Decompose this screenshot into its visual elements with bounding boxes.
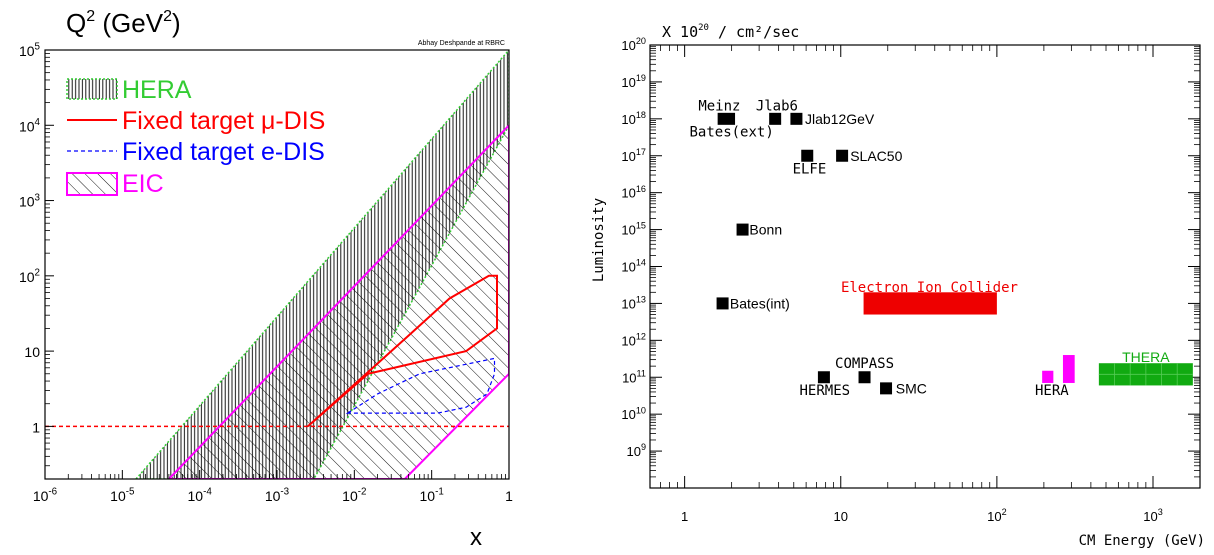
right-y-tick-label: 1010 [621,405,646,422]
band-hera-2 [1062,355,1075,383]
band-hera-1 [1042,370,1054,383]
point-label-jlab6: Jlab6 [756,98,798,114]
left-y-tick-label: 103 [19,192,41,209]
data-point-marker [817,371,830,384]
left-y-tick-label: 1 [32,419,40,435]
band-electron-ion-collider [863,292,997,315]
left-series-layer [135,50,509,479]
right-y-tick-label: 1020 [621,36,646,53]
right-x-tick-label: 102 [987,507,1007,524]
legend-label-mu-dis: Fixed target μ-DIS [122,107,325,135]
left-x-tick-label: 10-2 [342,487,366,504]
left-y-tick-label: 102 [19,268,40,285]
right-chart-luminosity: 1 10 102 103 109 1010 1011 1012 1013 1014 1015 1016… [591,23,1205,549]
left-x-tick-label: 10-6 [33,487,58,504]
point-label-thera: THERA [1122,349,1170,365]
point-label-bates-int: Bates(int) [730,295,790,311]
data-point-marker [790,112,803,125]
left-credit-label: Abhay Deshpande at RBRC [418,40,505,47]
left-chart-kinematic-coverage: 10-6 10-5 10-4 10-3 10-2 10-1 1 1 10 102 103 104 105… [19,8,513,551]
right-y-tick-label: 1013 [621,295,646,312]
point-label-meinz: Meinz [698,98,740,114]
left-x-tick-label: 1 [505,488,513,504]
data-point-marker [801,149,814,162]
left-y-tick-label: 104 [19,117,41,134]
left-x-tick-label: 10-5 [110,487,135,504]
left-chart-title: Q2 (GeV2) [66,8,181,38]
right-point-layer [716,112,893,395]
legend-label-e-dis: Fixed target e-DIS [122,138,325,166]
series-eic-region [167,123,509,479]
point-label-bonn: Bonn [749,222,782,238]
left-tick-layer: 10-6 10-5 10-4 10-3 10-2 10-1 1 1 10 102 103 104 105 [19,42,513,504]
point-label-bates-ext: Bates(ext) [689,125,773,141]
legend-entry-eic: EIC [66,170,164,198]
right-x-tick-label: 10 [834,509,848,524]
left-legend: HERA Fixed target μ-DIS Fixed target e-D… [66,76,325,198]
right-y-tick-label: 1016 [621,184,646,201]
point-label-electron-ion-collider: Electron Ion Collider [841,280,1018,296]
legend-label-hera: HERA [122,76,192,104]
right-y-tick-label: 1018 [621,110,646,127]
point-label-hermes: HERMES [799,383,850,399]
data-point-marker [736,223,749,236]
left-x-tick-label: 10-1 [420,487,444,504]
right-point-label-layer: Meinz Jlab6 Jlab12GeV Bates(ext) SLAC50 ELFE B… [689,98,1170,399]
right-band-layer [863,292,1193,386]
series-hera-region [135,50,509,479]
point-label-jlab12gev: Jlab12GeV [805,111,875,127]
right-y-tick-label: 1017 [621,147,646,164]
data-point-marker [880,382,893,395]
right-y-tick-label: 1019 [621,73,646,90]
right-y-tick-label: 1015 [621,221,646,238]
right-x-tick-label: 1 [681,509,688,524]
legend-entry-mu-dis: Fixed target μ-DIS [67,107,325,135]
right-y-tick-label: 109 [626,442,646,459]
series-fixed-target-dis-region [307,274,498,428]
right-xlabel: CM Energy (GeV) [1079,533,1205,549]
legend-entry-hera: HERA [66,76,192,104]
left-x-tick-label: 10-4 [188,487,213,504]
legend-entry-e-dis: Fixed target e-DIS [67,138,325,166]
right-chart-title: X 1020 / cm²/sec [662,23,799,41]
series-fixed-target-e-dis-region [345,357,496,414]
left-y-tick-label: 10 [24,344,40,360]
point-label-elfe: ELFE [793,162,827,178]
left-y-tick-label: 105 [19,42,41,59]
legend-swatch-eic [66,172,118,196]
right-y-tick-label: 1014 [621,258,646,275]
right-x-tick-label: 103 [1143,507,1163,524]
left-xlabel: x [470,524,482,551]
right-tick-layer: 1 10 102 103 109 1010 1011 1012 1013 1014 1015 1016… [621,36,1201,524]
point-label-compass: COMPASS [835,356,894,372]
data-point-marker [716,297,729,310]
right-ylabel: Luminosity [591,198,607,282]
point-label-hera: HERA [1035,383,1069,399]
right-y-tick-label: 1012 [621,331,646,348]
data-point-marker [858,371,871,384]
left-x-tick-label: 10-3 [265,487,290,504]
point-label-smc: SMC [896,380,927,396]
point-label-slac50: SLAC50 [850,148,902,164]
data-point-marker [836,149,849,162]
data-point-marker [769,112,782,125]
right-y-tick-label: 1011 [622,368,646,385]
data-point-marker [717,112,736,125]
legend-swatch-hera [66,78,118,100]
legend-label-eic: EIC [122,170,164,198]
